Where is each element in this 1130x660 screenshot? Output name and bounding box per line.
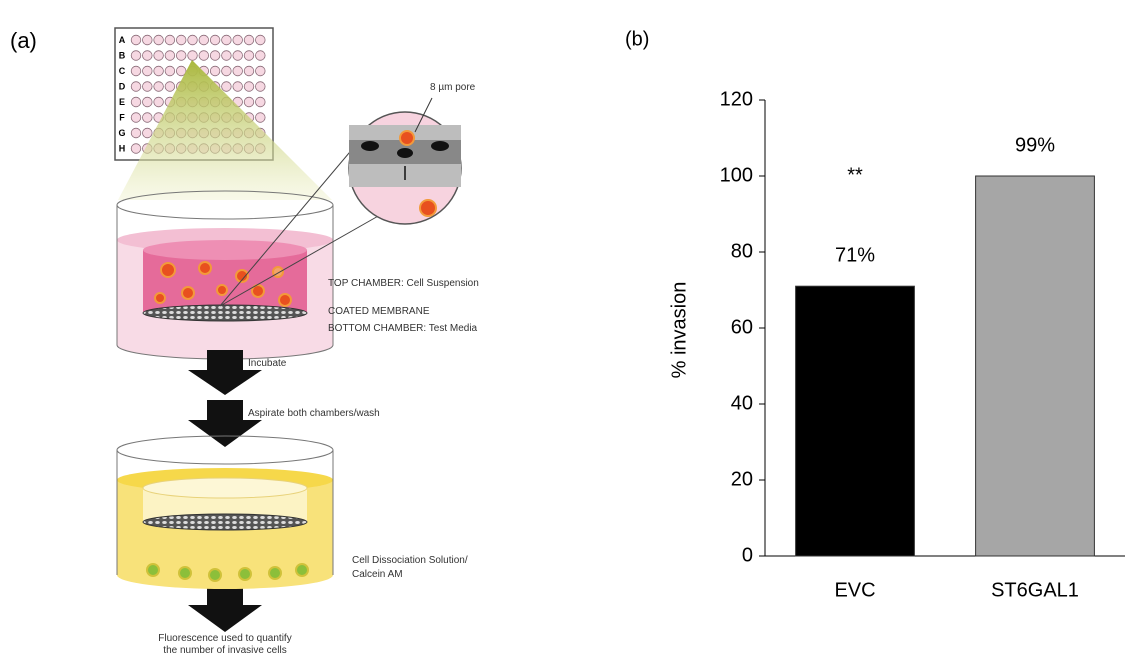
well (154, 82, 164, 92)
well (233, 35, 243, 45)
panel-label: (b) (625, 28, 649, 50)
y-tick-label: 0 (742, 544, 753, 566)
well (131, 66, 141, 76)
well (131, 113, 141, 123)
result-label: the number of invasive cells (163, 645, 286, 656)
well (131, 144, 141, 154)
well (176, 51, 186, 61)
step-label: Aspirate both chambers/wash (248, 408, 380, 419)
bar (976, 176, 1095, 556)
well (210, 66, 220, 76)
y-tick-label: 80 (731, 240, 753, 262)
chamber-label: BOTTOM CHAMBER: Test Media (328, 323, 478, 334)
well (233, 82, 243, 92)
dissociation-label: Cell Dissociation Solution/ (352, 555, 468, 566)
well (210, 51, 220, 61)
well (199, 51, 209, 61)
step-label: Incubate (248, 358, 287, 369)
plate-row-label: G (118, 128, 125, 138)
plate-row-label: E (119, 97, 125, 107)
well (143, 113, 153, 123)
y-tick-label: 60 (731, 316, 753, 338)
well (244, 66, 254, 76)
well (165, 51, 175, 61)
well (244, 97, 254, 107)
well (154, 35, 164, 45)
well (131, 97, 141, 107)
well (165, 35, 175, 45)
well (255, 82, 265, 92)
chamber-label: COATED MEMBRANE (328, 306, 430, 317)
y-tick-label: 40 (731, 392, 753, 414)
well (131, 35, 141, 45)
well (143, 35, 153, 45)
well (233, 66, 243, 76)
well (255, 51, 265, 61)
well (188, 51, 198, 61)
x-tick-label: EVC (834, 579, 875, 601)
well (165, 82, 175, 92)
well (222, 35, 232, 45)
well (154, 97, 164, 107)
well (255, 66, 265, 76)
figure: (a) ABCDEFGH 8 µm pore TOP CHAMBER: (0, 0, 1130, 660)
well (154, 51, 164, 61)
result-label: Fluorescence used to quantify (158, 633, 291, 644)
y-tick-label: 20 (731, 468, 753, 490)
well (143, 97, 153, 107)
well (244, 35, 254, 45)
well (255, 97, 265, 107)
bar (796, 286, 915, 556)
beaker-top (117, 191, 333, 359)
chamber-label: TOP CHAMBER: Cell Suspension (328, 278, 479, 289)
well (210, 35, 220, 45)
plate-row-label: A (119, 35, 126, 45)
well (131, 51, 141, 61)
well (131, 128, 141, 138)
well (244, 51, 254, 61)
panel-label: (a) (10, 28, 37, 53)
bar-annotation: 99% (1015, 134, 1055, 156)
y-tick-label: 120 (720, 88, 753, 110)
dissociation-label: Calcein AM (352, 569, 403, 580)
plate-row-label: C (119, 66, 126, 76)
y-axis-label: % invasion (668, 282, 690, 379)
bar-chart: (b) % invasion 0 20 40 60 80 100 120 EVC 71% ST6G… (625, 28, 1125, 601)
significance-marker: ** (847, 164, 863, 186)
well (188, 35, 198, 45)
well (143, 66, 153, 76)
pore-label: 8 µm pore (430, 82, 476, 93)
well (143, 82, 153, 92)
well (222, 51, 232, 61)
plate-row-label: H (119, 144, 126, 154)
well (143, 51, 153, 61)
well (222, 66, 232, 76)
well (176, 35, 186, 45)
well (222, 82, 232, 92)
well (131, 82, 141, 92)
beaker-bottom (117, 436, 333, 589)
x-tick-label: ST6GAL1 (991, 579, 1079, 601)
well (244, 82, 254, 92)
well (154, 66, 164, 76)
well (255, 35, 265, 45)
plate-row-label: D (119, 82, 126, 92)
bar-annotation: 71% (835, 244, 875, 266)
well (199, 35, 209, 45)
well (255, 113, 265, 123)
well (143, 128, 153, 138)
plate-row-label: B (119, 51, 126, 61)
well (165, 66, 175, 76)
y-tick-label: 100 (720, 164, 753, 186)
well (233, 51, 243, 61)
plate-row-label: F (119, 113, 125, 123)
